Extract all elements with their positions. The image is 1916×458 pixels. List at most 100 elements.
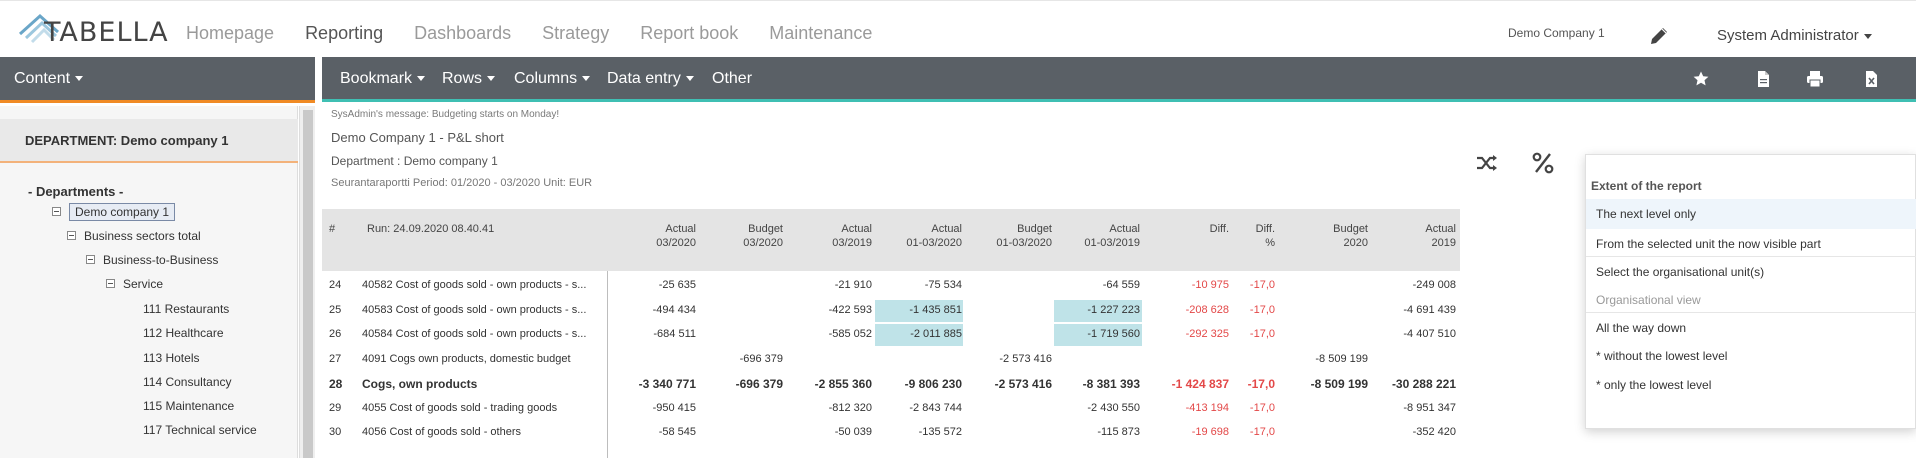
star-icon[interactable] — [1692, 70, 1710, 88]
table-cell[interactable]: -8 381 393 — [1082, 377, 1140, 391]
table-cell[interactable]: -8 951 347 — [1403, 401, 1456, 414]
table-cell[interactable]: -17,0 — [1249, 279, 1275, 291]
tree-item[interactable]: Service — [106, 277, 163, 291]
column-header[interactable]: Diff.% — [1195, 222, 1275, 250]
table-cell[interactable]: -1 424 837 — [1171, 377, 1229, 391]
table-cell[interactable]: -30 288 221 — [1391, 377, 1456, 391]
table-row[interactable]: 26 40584 Cost of goods sold - own product… — [322, 323, 1460, 347]
table-cell[interactable]: -2 573 416 — [994, 377, 1052, 391]
table-cell[interactable]: -413 194 — [1185, 401, 1229, 414]
collapse-toggle-icon[interactable] — [67, 231, 76, 241]
column-header[interactable]: Actual 03/2020 — [616, 222, 696, 250]
scrollbar-thumb[interactable] — [303, 110, 313, 458]
table-row[interactable]: 29 4055 Cost of goods sold - trading good… — [322, 397, 1460, 421]
table-cell[interactable]: -19 698 — [1191, 426, 1229, 438]
column-header[interactable]: Actual 01-03/2019 — [1060, 222, 1140, 250]
column-header[interactable]: Budget 03/2020 — [703, 222, 783, 250]
menu-option[interactable]: Select the organisational unit(s) — [1596, 265, 1765, 279]
table-cell[interactable]: -8 509 199 — [1315, 352, 1368, 365]
shuffle-icon[interactable] — [1474, 150, 1500, 176]
nav-maintenance[interactable]: Maintenance — [769, 23, 873, 43]
table-cell[interactable]: -135 572 — [918, 426, 962, 438]
column-header[interactable]: Budget 2020 — [1288, 222, 1368, 250]
percent-icon[interactable] — [1530, 150, 1556, 176]
table-cell[interactable]: -17,0 — [1249, 426, 1275, 438]
table-cell[interactable]: -17,0 — [1249, 303, 1275, 316]
table-cell[interactable]: -25 635 — [658, 279, 696, 291]
tree-item[interactable]: Business sectors total — [67, 229, 201, 243]
excel-icon[interactable] — [1862, 70, 1880, 88]
table-cell[interactable]: -8 509 199 — [1310, 377, 1368, 391]
table-cell[interactable]: -2 573 416 — [999, 352, 1052, 365]
user-menu[interactable]: System Administrator — [1717, 27, 1872, 44]
column-header[interactable]: Actual 01-03/2020 — [882, 222, 962, 250]
table-cell[interactable]: -696 379 — [735, 377, 783, 391]
table-cell[interactable]: -292 325 — [1185, 328, 1229, 340]
column-header[interactable]: Actual 03/2019 — [792, 222, 872, 250]
table-cell[interactable]: -1 227 223 — [1087, 303, 1140, 316]
menu-option[interactable]: * only the lowest level — [1596, 378, 1712, 392]
toolbar-data-entry-menu[interactable]: Data entry — [607, 70, 694, 88]
tree-item[interactable]: Demo company 1 — [52, 203, 176, 221]
table-row[interactable]: 28 Cogs, own products -3 340 771 -696 379 -2… — [322, 372, 1460, 396]
table-cell[interactable]: -1 435 851 — [909, 303, 962, 316]
table-cell[interactable]: -21 910 — [834, 279, 872, 291]
table-cell[interactable]: -2 843 744 — [909, 401, 962, 414]
nav-reporting[interactable]: Reporting — [305, 23, 384, 43]
tree-root[interactable]: - Departments - — [28, 184, 124, 199]
content-menu-button[interactable]: Content — [14, 70, 84, 88]
column-header[interactable]: Diff. — [1149, 222, 1229, 236]
collapse-toggle-icon[interactable] — [52, 207, 61, 217]
company-name[interactable]: Demo Company 1 — [1508, 26, 1605, 40]
table-cell[interactable]: -2 855 360 — [814, 377, 872, 391]
tree-item[interactable]: 117 Technical service — [143, 423, 257, 437]
table-cell[interactable]: -75 534 — [924, 279, 962, 291]
table-cell[interactable]: -3 340 771 — [638, 377, 696, 391]
tree-item[interactable]: 111 Restaurants — [143, 302, 229, 316]
table-cell[interactable]: -208 628 — [1185, 303, 1229, 316]
table-cell[interactable]: -17,0 — [1247, 377, 1275, 391]
table-cell[interactable]: -115 873 — [1097, 426, 1140, 438]
table-cell[interactable]: -696 379 — [739, 352, 783, 365]
menu-option[interactable]: All the way down — [1596, 321, 1687, 335]
table-cell[interactable]: -2 011 885 — [910, 328, 962, 340]
print-icon[interactable] — [1806, 70, 1824, 88]
table-cell[interactable]: -17,0 — [1249, 401, 1275, 414]
table-cell[interactable]: -585 052 — [828, 328, 872, 340]
menu-option[interactable]: * without the lowest level — [1596, 349, 1728, 363]
nav-dashboards[interactable]: Dashboards — [414, 23, 512, 43]
toolbar-other-menu[interactable]: Other — [712, 70, 752, 88]
table-cell[interactable]: -4 691 439 — [1403, 303, 1456, 316]
collapse-toggle-icon[interactable] — [86, 255, 95, 265]
table-cell[interactable]: -2 430 550 — [1087, 401, 1140, 414]
menu-option[interactable]: The next level only — [1586, 199, 1916, 229]
tree-item[interactable]: 113 Hotels — [143, 351, 199, 365]
table-cell[interactable]: -684 511 — [653, 328, 696, 340]
table-cell[interactable]: -249 008 — [1412, 279, 1456, 291]
tree-item[interactable]: Business-to-Business — [86, 253, 218, 267]
table-cell[interactable]: -58 545 — [658, 426, 696, 438]
tree-item[interactable]: 115 Maintenance — [143, 399, 234, 413]
table-cell[interactable]: -64 559 — [1102, 279, 1140, 291]
tabella-logo[interactable]: TABELLA — [18, 7, 169, 51]
table-row[interactable]: 30 4056 Cost of goods sold - others -58 54… — [322, 421, 1460, 445]
table-cell[interactable]: -9 806 230 — [904, 377, 962, 391]
table-cell[interactable]: -494 434 — [652, 303, 696, 316]
table-row[interactable]: 25 40583 Cost of goods sold - own product… — [322, 299, 1460, 323]
toolbar-bookmark-menu[interactable]: Bookmark — [340, 70, 426, 88]
table-row[interactable]: 24 40582 Cost of goods sold - own product… — [322, 274, 1460, 298]
table-cell[interactable]: -1 719 560 — [1087, 328, 1140, 340]
table-cell[interactable]: -352 420 — [1412, 426, 1456, 438]
table-cell[interactable]: -50 039 — [834, 426, 872, 438]
menu-option[interactable]: From the selected unit the now visible p… — [1596, 237, 1821, 251]
pencil-icon[interactable] — [1648, 25, 1670, 47]
toolbar-columns-menu[interactable]: Columns — [514, 70, 591, 88]
table-row[interactable]: 27 4091 Cogs own products, domestic budge… — [322, 348, 1460, 372]
nav-homepage[interactable]: Homepage — [186, 23, 275, 43]
table-cell[interactable]: -950 415 — [652, 401, 696, 414]
column-header[interactable]: Budget 01-03/2020 — [972, 222, 1052, 250]
left-scrollbar[interactable] — [299, 106, 315, 458]
table-cell[interactable]: -422 593 — [828, 303, 872, 316]
nav-strategy[interactable]: Strategy — [542, 23, 610, 43]
pdf-icon[interactable] — [1754, 70, 1772, 88]
